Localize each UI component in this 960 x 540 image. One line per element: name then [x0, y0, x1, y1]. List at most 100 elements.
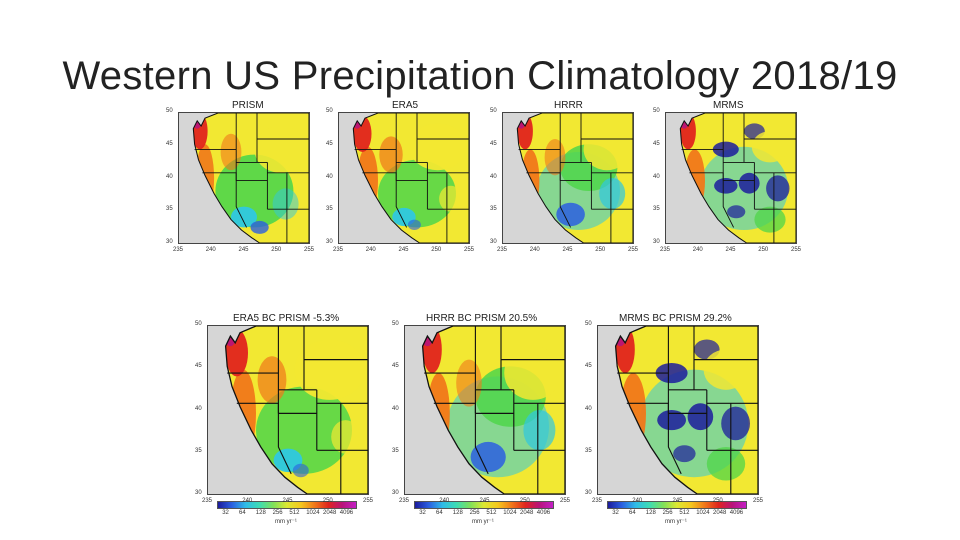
lon-tick-label: 240 — [365, 247, 376, 253]
lat-tick-label: 40 — [490, 173, 497, 180]
precip-region — [225, 329, 248, 377]
precip-field — [614, 326, 758, 494]
state-border — [559, 180, 572, 228]
precip-region — [727, 205, 746, 219]
precip-region — [331, 420, 360, 454]
panel-label: ERA5 — [392, 100, 419, 111]
lat-tick-label: 50 — [195, 321, 202, 327]
lat-tick-label: 30 — [653, 239, 660, 245]
precip-region — [738, 172, 760, 194]
colorbar-tick-label: 2048 — [713, 510, 727, 516]
state-border — [626, 402, 669, 414]
colorbar-gradient — [217, 501, 357, 509]
lon-tick-label: 250 — [595, 247, 606, 253]
lat-tick-label: 45 — [195, 363, 202, 370]
precip-region — [517, 113, 533, 150]
lon-tick-label: 255 — [560, 498, 571, 504]
lon-tick-label: 235 — [497, 247, 508, 253]
precip-region — [673, 445, 696, 463]
lon-tick-label: 245 — [562, 247, 573, 253]
precip-region — [521, 149, 540, 212]
precip-map — [404, 325, 566, 495]
precip-region — [470, 441, 506, 473]
precip-region — [714, 178, 738, 194]
lon-tick-label: 250 — [712, 498, 723, 504]
precip-region — [456, 359, 482, 407]
state-border — [689, 172, 724, 181]
precip-region — [680, 113, 696, 150]
precip-map — [338, 112, 470, 244]
colorbar-tick-label: 128 — [452, 510, 463, 516]
lon-tick-label: 245 — [398, 247, 409, 253]
lon-tick-label: 250 — [758, 247, 769, 253]
colorbar-tick-label: 4096 — [536, 510, 551, 516]
colorbar-tick-label: 64 — [436, 510, 443, 516]
coastline — [352, 113, 469, 243]
colorbar-tick-label: 2048 — [323, 510, 337, 516]
precip-region — [544, 139, 566, 176]
lat-tick-label: 50 — [653, 108, 660, 114]
state-border — [277, 413, 292, 475]
coastline — [421, 326, 565, 494]
map-panel-era5-bc: ERA5 BC PRISM -5.3% 32 64 128 256 512 1024 204… — [195, 313, 375, 528]
lon-tick-label: 235 — [202, 498, 213, 504]
lat-tick-label: 35 — [585, 447, 592, 454]
colorbar-tick-label: 256 — [662, 510, 673, 516]
precip-region — [407, 219, 421, 230]
precip-region — [231, 206, 257, 228]
lat-tick-label: 40 — [195, 405, 202, 412]
precip-region — [220, 133, 242, 171]
colorbar-tick-label: 32 — [612, 510, 619, 516]
lon-tick-label: 250 — [519, 498, 530, 504]
coastline — [679, 113, 796, 243]
precip-region — [292, 463, 309, 478]
lon-tick-label: 250 — [322, 498, 333, 504]
lon-tick-label: 235 — [592, 498, 603, 504]
colorbar-unit-label: mm yr⁻¹ — [275, 519, 297, 525]
lon-tick-label: 235 — [399, 498, 410, 504]
state-border — [667, 413, 682, 475]
colorbar-unit-label: mm yr⁻¹ — [472, 519, 494, 525]
colorbar-tick-label: 64 — [239, 510, 246, 516]
precip-region — [751, 131, 789, 163]
map-panel-era5: ERA5 50 45 40 35 30 235 240 245 250 255 — [316, 100, 476, 260]
lat-tick-label: 35 — [392, 447, 399, 454]
state-border — [236, 402, 279, 414]
lon-tick-label: 235 — [333, 247, 344, 253]
coastline — [614, 326, 758, 494]
precip-map — [665, 112, 797, 244]
lat-tick-label: 40 — [585, 405, 592, 412]
lat-tick-label: 35 — [166, 206, 173, 213]
precip-region — [583, 128, 631, 171]
lat-tick-label: 40 — [326, 173, 333, 180]
panel-label: ERA5 BC PRISM -5.3% — [233, 313, 340, 324]
colorbar-gradient — [607, 501, 747, 509]
lon-tick-label: 245 — [479, 498, 490, 504]
lon-tick-label: 240 — [632, 498, 643, 504]
precip-region — [615, 326, 635, 374]
precip-map — [178, 112, 310, 244]
lon-tick-label: 250 — [431, 247, 442, 253]
map-panel-hrrr-bc: HRRR BC PRISM 20.5% 32 64 128 256 512 1024 204… — [392, 313, 572, 528]
precip-field — [224, 326, 368, 494]
precip-region — [712, 141, 739, 158]
map-panel-mrms: MRMS 50 45 40 35 30 235 240 245 250 255 — [645, 100, 805, 260]
lat-tick-label: 35 — [653, 206, 660, 213]
precip-region — [409, 123, 467, 171]
precip-field — [192, 113, 309, 243]
colorbar-tick-label: 256 — [469, 510, 480, 516]
precip-region — [250, 220, 269, 234]
colorbar-tick-label: 128 — [645, 510, 656, 516]
map-panel-mrms-bc: MRMS BC PRISM 29.2% 32 64 128 256 512 1024 204… — [585, 313, 765, 528]
lat-tick-label: 30 — [326, 239, 333, 245]
precip-region — [706, 446, 746, 481]
state-border — [235, 180, 248, 228]
precip-map — [502, 112, 634, 244]
lat-tick-label: 45 — [585, 363, 592, 370]
precip-region — [687, 403, 714, 431]
lon-tick-label: 255 — [363, 498, 374, 504]
lat-tick-label: 50 — [490, 108, 497, 114]
precip-map — [207, 325, 369, 495]
lat-tick-label: 45 — [166, 140, 173, 147]
state-border — [202, 172, 237, 181]
